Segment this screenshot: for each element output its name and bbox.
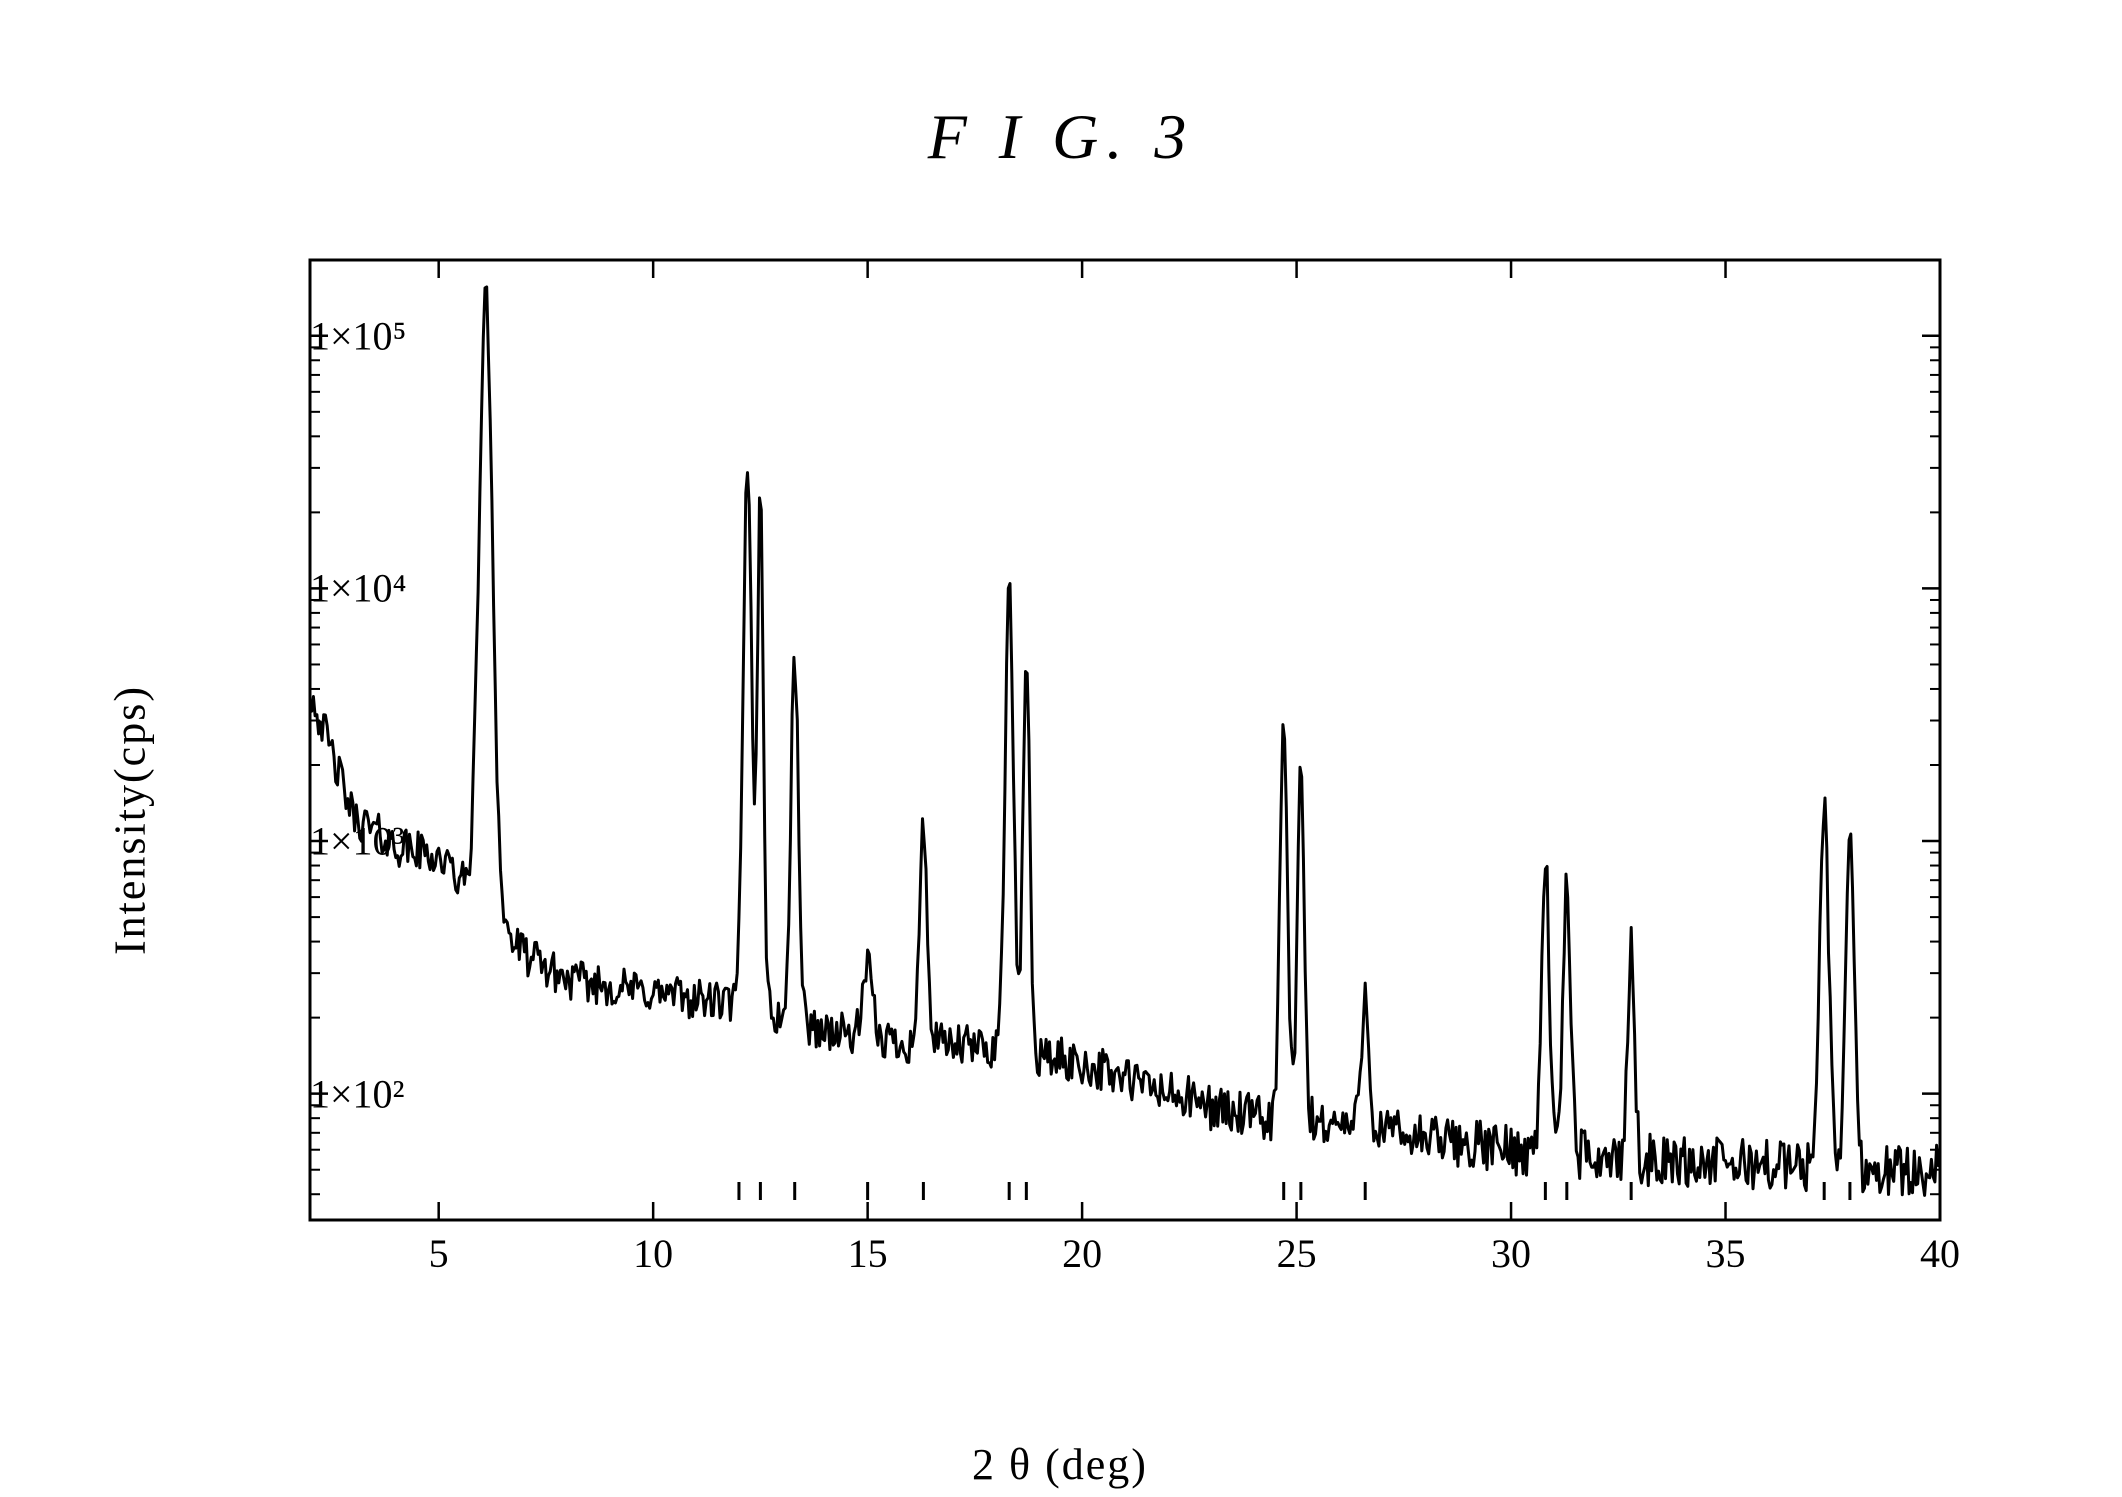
x-tick-label: 5 — [429, 1230, 449, 1277]
y-axis-label: Intensity(cps) — [105, 685, 156, 955]
x-tick-label: 35 — [1706, 1230, 1746, 1277]
x-tick-label: 10 — [633, 1230, 673, 1277]
x-tick-label: 15 — [848, 1230, 888, 1277]
xrd-chart: Intensity(cps) 2 θ (deg) 1×10²1×10³1×10⁴… — [160, 250, 1960, 1390]
page: F I G. 3 Intensity(cps) 2 θ (deg) 1×10²1… — [0, 0, 2122, 1497]
chart-svg — [160, 250, 1960, 1250]
x-tick-label: 25 — [1277, 1230, 1317, 1277]
x-axis-label: 2 θ (deg) — [972, 1439, 1148, 1490]
figure-title: F I G. 3 — [928, 100, 1195, 174]
x-tick-label: 20 — [1062, 1230, 1102, 1277]
x-tick-label: 30 — [1491, 1230, 1531, 1277]
x-tick-label: 40 — [1920, 1230, 1960, 1277]
